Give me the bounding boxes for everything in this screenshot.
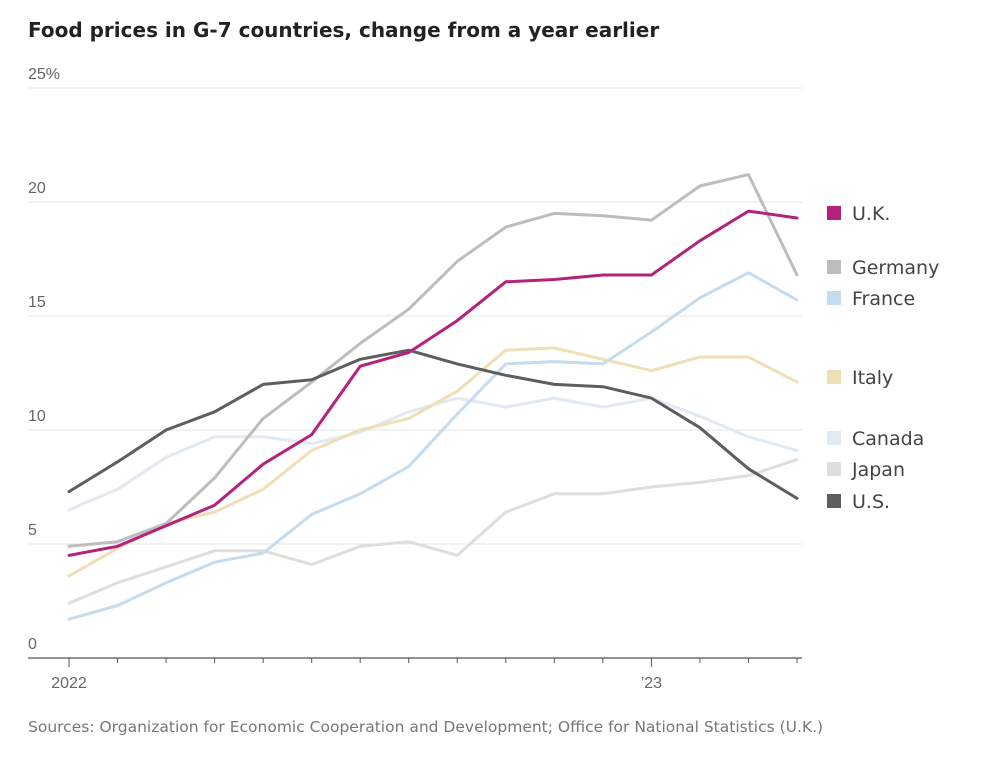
y-tick-label: 15 bbox=[28, 294, 46, 311]
y-axis-ticks: 0 5 10 15 20 25% bbox=[28, 66, 60, 653]
legend-label-france: France bbox=[852, 288, 915, 310]
legend-label-u-k: U.K. bbox=[852, 203, 890, 225]
legend-label-germany: Germany bbox=[852, 257, 939, 279]
y-tick-label: 5 bbox=[28, 522, 37, 539]
legend-label-japan: Japan bbox=[851, 459, 905, 481]
legend-swatch-u-s bbox=[827, 494, 841, 508]
series-line-germany bbox=[67, 173, 799, 548]
legend-swatch-u-k bbox=[827, 206, 841, 220]
legend-swatch-canada bbox=[827, 431, 841, 445]
legend-swatch-japan bbox=[827, 462, 841, 476]
source-note: Sources: Organization for Economic Coope… bbox=[28, 718, 823, 736]
chart-title: Food prices in G-7 countries, change fro… bbox=[28, 18, 659, 42]
y-tick-label: 10 bbox=[28, 408, 46, 425]
legend-label-u-s: U.S. bbox=[852, 491, 890, 513]
legend-label-canada: Canada bbox=[852, 428, 924, 450]
gridlines bbox=[28, 87, 802, 545]
y-tick-label: 0 bbox=[28, 636, 37, 653]
legend-swatch-italy bbox=[827, 370, 841, 384]
series-line-canada bbox=[67, 396, 799, 512]
x-axis: 2022 ’23 bbox=[28, 657, 802, 692]
x-tick-label: ’23 bbox=[641, 675, 662, 692]
legend-swatch-france bbox=[827, 291, 841, 305]
legend-swatch-germany bbox=[827, 260, 841, 274]
y-tick-label: 25% bbox=[28, 66, 60, 83]
series-line-u-s bbox=[67, 348, 799, 500]
legend-label-italy: Italy bbox=[852, 367, 893, 389]
series-line-france bbox=[67, 271, 799, 621]
series-line-u-k bbox=[67, 209, 799, 557]
x-tick-label: 2022 bbox=[51, 675, 87, 692]
series-lines bbox=[67, 173, 799, 621]
series-line-japan bbox=[67, 458, 799, 605]
series-line-italy bbox=[67, 346, 799, 578]
y-tick-label: 20 bbox=[28, 180, 46, 197]
legend: U.K. Germany France Italy Canada Japan U.S. bbox=[827, 203, 939, 513]
